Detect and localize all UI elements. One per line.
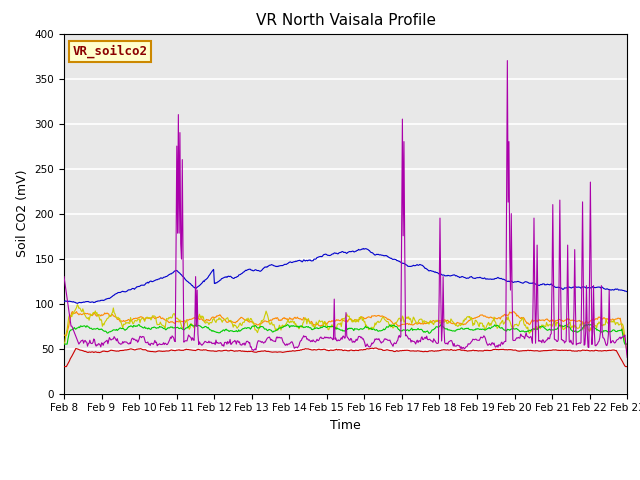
CO2N_2 <box>70 311 78 316</box>
CO2N_4 <box>216 277 224 283</box>
CO2N_4 <box>129 286 137 291</box>
CO2N_2 <box>216 312 224 318</box>
CO2N_2 <box>431 319 439 325</box>
CO2N_3 <box>415 317 422 323</box>
East -4cm <box>414 340 422 346</box>
CO2N_3 <box>129 321 137 327</box>
CO2N_1 <box>623 364 631 370</box>
Title: VR North Vaisala Profile: VR North Vaisala Profile <box>255 13 436 28</box>
CO2N_2 <box>129 316 137 322</box>
East -4cm <box>128 336 136 341</box>
CO2N_1 <box>371 345 379 351</box>
CO2N_4 <box>360 246 367 252</box>
CO2N_3 <box>431 319 439 324</box>
CO2N_1 <box>60 364 68 370</box>
North -4cm <box>623 341 631 347</box>
CO2N_3 <box>216 317 224 323</box>
Line: CO2N_2: CO2N_2 <box>64 312 627 344</box>
East -4cm <box>623 355 631 360</box>
X-axis label: Time: Time <box>330 419 361 432</box>
CO2N_2 <box>623 341 631 347</box>
Line: CO2N_4: CO2N_4 <box>64 249 627 303</box>
CO2N_4 <box>70 300 78 305</box>
CO2N_3 <box>623 352 631 358</box>
CO2N_1 <box>70 349 78 355</box>
Line: North -4cm: North -4cm <box>64 324 627 344</box>
Line: CO2N_3: CO2N_3 <box>64 305 627 355</box>
North -4cm <box>187 322 195 327</box>
CO2N_4 <box>432 270 440 276</box>
CO2N_4 <box>186 281 194 287</box>
Legend: CO2N_1, CO2N_2, CO2N_3, CO2N_4, North -4cm, East -4cm: CO2N_1, CO2N_2, CO2N_3, CO2N_4, North -4… <box>77 476 614 480</box>
North -4cm <box>415 327 422 333</box>
North -4cm <box>128 324 136 329</box>
North -4cm <box>216 330 224 336</box>
Line: CO2N_1: CO2N_1 <box>64 348 627 367</box>
CO2N_1 <box>431 348 439 354</box>
Text: VR_soilco2: VR_soilco2 <box>72 44 147 58</box>
CO2N_1 <box>128 347 136 352</box>
CO2N_4 <box>74 300 81 306</box>
East -4cm <box>215 340 223 346</box>
Line: East -4cm: East -4cm <box>64 60 627 358</box>
CO2N_2 <box>186 316 194 322</box>
North -4cm <box>431 325 439 331</box>
North -4cm <box>70 324 78 330</box>
CO2N_1 <box>215 348 223 354</box>
CO2N_3 <box>60 341 68 347</box>
CO2N_2 <box>60 332 68 338</box>
East -4cm <box>504 58 511 63</box>
CO2N_4 <box>416 262 424 267</box>
CO2N_3 <box>74 302 81 308</box>
CO2N_3 <box>70 309 78 314</box>
CO2N_2 <box>415 321 422 326</box>
East -4cm <box>70 329 78 335</box>
Y-axis label: Soil CO2 (mV): Soil CO2 (mV) <box>16 170 29 257</box>
CO2N_2 <box>73 309 81 314</box>
North -4cm <box>60 341 68 347</box>
East -4cm <box>431 337 438 343</box>
CO2N_1 <box>415 348 422 354</box>
East -4cm <box>60 274 68 279</box>
East -4cm <box>186 333 193 339</box>
CO2N_1 <box>186 347 193 353</box>
North -4cm <box>186 324 193 329</box>
CO2N_4 <box>623 289 631 295</box>
CO2N_2 <box>622 341 630 347</box>
CO2N_3 <box>186 325 194 331</box>
CO2N_4 <box>60 299 68 304</box>
